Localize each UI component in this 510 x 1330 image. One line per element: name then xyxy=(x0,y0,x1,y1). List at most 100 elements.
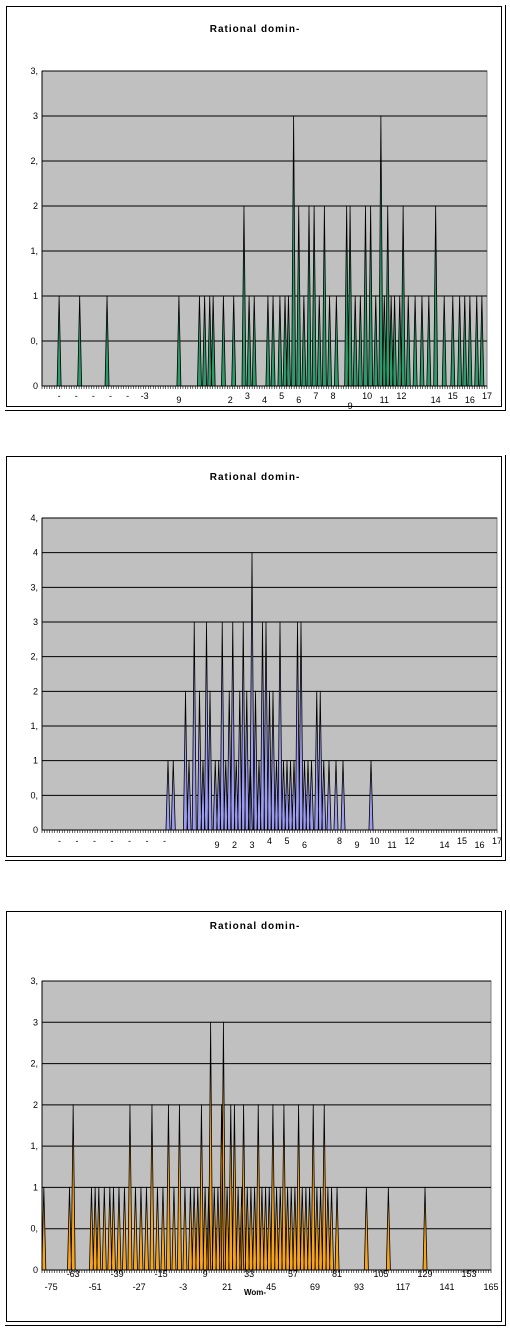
data-point xyxy=(387,205,389,207)
x-tick-label: - xyxy=(92,391,95,401)
x-tick-label: 9 xyxy=(354,840,359,850)
data-point xyxy=(178,1104,181,1106)
x-tick-label: 3 xyxy=(245,391,250,401)
x-tick-label: -3 xyxy=(179,1282,187,1292)
x-tick-label: 9 xyxy=(214,840,219,850)
data-point xyxy=(328,295,331,297)
data-point xyxy=(253,295,255,297)
x-tick-label: 117 xyxy=(396,1282,410,1292)
data-point xyxy=(354,295,356,297)
x-tick-label: 3 xyxy=(249,840,254,850)
data-point xyxy=(402,205,404,207)
data-point xyxy=(251,552,253,554)
chart-panel-1: Rational domin- 0 0, 1 1, 2 2, 3 3, - - - - - -3 9 2 3 4 5 6… xyxy=(5,5,506,411)
data-point xyxy=(112,1186,115,1189)
y-tick-label: 2 xyxy=(33,201,38,211)
x-tick-label: -3 xyxy=(141,391,149,401)
data-point xyxy=(204,1186,206,1189)
data-point xyxy=(198,690,201,692)
chart-title: Rational domin- xyxy=(210,472,301,483)
x-tick-label: - xyxy=(163,836,166,846)
x-tick-label: 9 xyxy=(176,395,181,405)
chart-1-svg: Rational domin- 0 0, 1 1, 2 2, 3 3, - - - - - -3 9 2 3 4 5 6… xyxy=(30,24,492,410)
data-point xyxy=(310,760,313,762)
data-point xyxy=(313,205,315,207)
data-point xyxy=(173,1186,175,1189)
x-axis-label: Wom- xyxy=(244,1288,266,1297)
data-point xyxy=(380,115,382,117)
data-point xyxy=(305,1186,307,1189)
y-tick-label: 1, xyxy=(30,246,38,256)
y-tick-label: 0 xyxy=(33,1265,38,1275)
data-point xyxy=(225,760,227,762)
x-tick-label: 12 xyxy=(396,391,406,401)
data-point xyxy=(370,760,372,762)
data-point xyxy=(261,1186,263,1189)
data-point xyxy=(241,1186,243,1189)
data-point xyxy=(323,1104,325,1106)
data-point xyxy=(307,760,309,762)
data-point xyxy=(283,1104,285,1106)
y-tick-label: 3, xyxy=(30,582,38,592)
y-tick-label: 3 xyxy=(33,1017,38,1027)
data-point xyxy=(123,1186,126,1189)
data-point xyxy=(232,621,234,623)
data-point xyxy=(290,1186,292,1189)
data-point xyxy=(258,760,260,762)
y-tick-label: 4, xyxy=(30,513,38,523)
data-point xyxy=(151,1104,153,1106)
data-point xyxy=(228,690,230,692)
data-point xyxy=(275,760,278,762)
x-tick-label: 9 xyxy=(203,1269,208,1279)
x-tick-label: 5 xyxy=(284,836,289,846)
chart-2-svg: Rational domin- 0 0, 1 1, 2 2, 3 3, 4 4, - - - - - - - 9 2 3… xyxy=(30,472,502,860)
data-point xyxy=(235,760,237,762)
data-point xyxy=(246,1186,248,1189)
data-point xyxy=(103,1186,105,1189)
x-tick-marks xyxy=(41,386,488,389)
data-point xyxy=(109,1186,111,1189)
data-point xyxy=(272,690,274,692)
data-point xyxy=(284,295,286,297)
data-point xyxy=(298,205,300,207)
y-tick-label: 3, xyxy=(30,976,38,986)
data-point xyxy=(407,295,409,297)
y-tick-label: 1 xyxy=(33,756,38,766)
data-point xyxy=(308,205,310,207)
data-point xyxy=(167,760,169,762)
x-tick-label: - xyxy=(111,836,114,846)
x-tick-label: 9 xyxy=(348,401,353,410)
data-point xyxy=(167,1104,170,1106)
x-tick-label: 165 xyxy=(483,1282,498,1292)
data-point xyxy=(293,115,295,117)
data-point xyxy=(293,760,295,762)
data-point xyxy=(68,1186,71,1189)
data-point xyxy=(221,621,223,623)
x-tick-label: 11 xyxy=(387,840,396,850)
data-point xyxy=(349,205,351,207)
x-tick-label: 8 xyxy=(337,836,342,846)
data-point xyxy=(145,1186,148,1189)
y-tick-label: 1 xyxy=(33,291,38,301)
data-point xyxy=(239,690,241,692)
x-tick-label: - xyxy=(76,836,79,846)
data-point xyxy=(257,1104,259,1106)
data-point xyxy=(233,295,235,297)
x-tick-label: 93 xyxy=(354,1282,364,1292)
data-point xyxy=(172,760,174,762)
data-point xyxy=(243,205,245,207)
data-point xyxy=(318,295,320,297)
x-tick-label: - xyxy=(58,391,61,401)
data-point xyxy=(424,1186,426,1189)
data-point xyxy=(399,295,401,297)
data-point xyxy=(319,1186,322,1189)
data-point xyxy=(202,760,204,762)
data-point xyxy=(359,295,361,297)
data-point xyxy=(308,1186,311,1189)
x-tick-label: 57 xyxy=(288,1269,298,1279)
data-point xyxy=(286,1186,289,1189)
y-tick-label: 2, xyxy=(30,1059,38,1069)
data-point xyxy=(387,1186,389,1189)
data-point xyxy=(268,1186,270,1189)
data-point xyxy=(428,295,430,297)
